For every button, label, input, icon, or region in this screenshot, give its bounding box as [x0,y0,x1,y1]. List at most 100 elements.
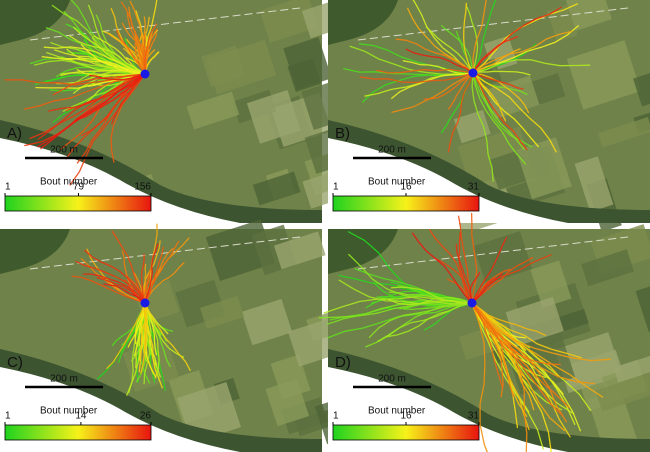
colorbar-tick-label: 16 [400,182,412,193]
flight-track [402,60,474,75]
flight-track [133,302,146,357]
flight-track [471,254,552,304]
flight-track [141,253,146,304]
flight-track [472,72,528,151]
flight-track [115,29,146,75]
flight-track [376,68,474,74]
flight-track [120,1,146,75]
colorbar-tick-label: 31 [468,182,480,193]
scale-label: 200 m [50,145,78,156]
map-panel: D) 200 m Bout number 1 16 31 [318,212,650,452]
flight-track [106,302,146,370]
flight-track [472,0,487,74]
flight-track [405,48,474,74]
flight-track [471,302,504,389]
panel-label: D) [335,354,351,371]
hive-marker [140,69,150,79]
colorbar-tick-label: 26 [140,411,152,422]
flight-track [110,73,146,125]
panel-label: A) [7,125,22,142]
field [201,45,246,88]
flight-track [471,236,508,304]
flight-track [472,6,562,74]
flight-track [458,232,473,304]
flight-track [471,272,503,304]
woodland [0,229,70,274]
path-line [357,236,629,270]
field [595,370,650,412]
river-woods [0,120,322,223]
flight-track [23,73,146,110]
flight-track [368,302,473,339]
map-panel: B) 200 m Bout number 1 16 31 [328,0,650,235]
flight-track [144,246,164,304]
field [246,90,301,144]
flight-track [425,26,474,74]
panel-label: B) [335,125,350,142]
flight-track [471,302,547,337]
flight-track [472,72,507,122]
river-woods [328,120,650,223]
flight-track [390,72,474,100]
flight-track [35,73,146,89]
flight-track [411,232,473,304]
field [566,0,612,31]
path-line [29,236,301,270]
flight-track [390,286,473,304]
flight-track [144,302,160,379]
flight-track [472,72,527,165]
woodland [328,0,398,45]
flight-track [406,7,474,74]
flight-track [95,14,146,75]
colorbar-title: Bout number [368,177,426,188]
field [516,137,572,200]
flight-track [43,46,146,75]
map-panel: C) 200 m Bout number 1 14 26 [0,219,365,452]
colorbar-tick-label: 14 [75,411,87,422]
flight-track [472,30,573,74]
river-woods [0,349,322,452]
flight-track [385,302,473,338]
flight-track [388,291,473,304]
flight-track [391,72,474,114]
field [273,231,326,270]
colorbar-tick-label: 1 [5,411,11,422]
colorbar-tick-label: 1 [333,411,339,422]
hive-marker [467,298,477,308]
flight-track [428,228,473,304]
flight-track [93,35,146,75]
flight-track [472,72,524,90]
colorbar [4,195,152,212]
flight-track [71,275,146,304]
flight-track [471,302,611,362]
field [287,58,322,93]
field [566,40,641,110]
flight-track [41,56,146,75]
flight-track [447,72,474,110]
flight-track [395,38,474,74]
colorbar-tick-label: 1 [333,182,339,193]
field [633,69,650,107]
flight-track [463,2,474,74]
flight-track [134,36,146,75]
colorbar-tick-label: 16 [400,411,412,422]
colorbar-title: Bout number [40,177,98,188]
woodland [0,0,70,45]
colorbar [332,195,480,212]
flight-track [83,249,146,304]
colorbar-tick-label: 31 [468,411,480,422]
flight-track [144,302,191,372]
flight-track [359,72,474,84]
flight-track [103,283,146,304]
field [581,249,634,287]
flight-track [440,24,474,74]
flight-track [387,298,473,306]
field [186,91,240,130]
field [241,298,293,346]
field [265,378,310,427]
flight-track [472,72,557,153]
colorbar-title: Bout number [40,406,98,417]
scale-label: 200 m [378,145,406,156]
colorbar-title: Bout number [368,406,426,417]
